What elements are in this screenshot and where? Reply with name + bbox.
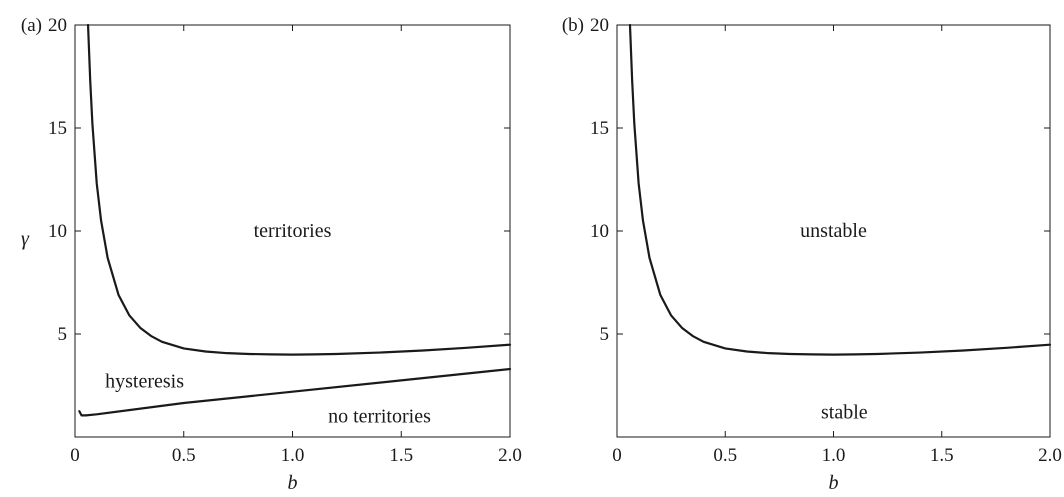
- region-label: hysteresis: [105, 370, 184, 392]
- y-tick-label: 20: [590, 15, 609, 36]
- x-tick-label: 0.5: [713, 445, 737, 466]
- y-tick-label: 20: [48, 15, 67, 36]
- y-tick-label: 5: [58, 324, 68, 345]
- y-axis-label: γ: [21, 228, 30, 250]
- x-tick-label: 2.0: [1038, 445, 1062, 466]
- x-tick-label: 0: [70, 445, 80, 466]
- panel-a: 0 0.5 1.0 1.5 2.0 5 10 15 20 (a) b γ territories hyst…: [21, 15, 522, 494]
- y-tick-label: 10: [48, 221, 67, 242]
- x-axis-label: b: [829, 472, 839, 494]
- region-label: unstable: [800, 220, 867, 242]
- region-label: stable: [821, 401, 868, 423]
- x-tick-label: 2.0: [498, 445, 522, 466]
- panel-tag: (b): [562, 15, 584, 36]
- panel-b: 0 0.5 1.0 1.5 2.0 5 10 15 20 (b) b unstable stable: [562, 15, 1062, 494]
- y-tick-label: 15: [48, 118, 67, 139]
- series-line-2: [78, 367, 512, 417]
- y-tick-label: 5: [600, 324, 610, 345]
- x-tick-label: 1.0: [281, 445, 305, 466]
- x-tick-label: 0: [612, 445, 622, 466]
- x-axis-label: b: [288, 472, 298, 494]
- series-line-1: [628, 23, 1052, 356]
- x-tick-label: 0.5: [172, 445, 196, 466]
- y-tick-label: 15: [590, 118, 609, 139]
- x-tick-label: 1.0: [822, 445, 846, 466]
- region-label: territories: [254, 220, 332, 242]
- x-tick-label: 1.5: [930, 445, 954, 466]
- x-tick-label: 1.5: [389, 445, 413, 466]
- region-label: no territories: [328, 405, 431, 427]
- panel-tag: (a): [21, 15, 42, 36]
- y-tick-label: 10: [590, 221, 609, 242]
- series-line-1: [86, 23, 512, 356]
